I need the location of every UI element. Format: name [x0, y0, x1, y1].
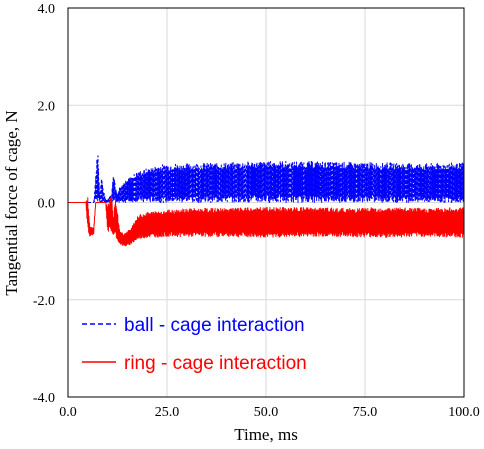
x-axis-title: Time, ms [234, 425, 298, 444]
x-tick-label: 50.0 [254, 405, 279, 420]
legend-item-ring: ring - cage interaction [82, 353, 307, 374]
x-tick-label: 25.0 [155, 405, 180, 420]
y-tick-label: 0.0 [38, 197, 56, 212]
series-line-ring [67, 195, 465, 247]
legend: ball - cage interaction ring - cage inte… [82, 315, 307, 374]
legend-label-ball: ball - cage interaction [124, 315, 305, 336]
y-tick-label: 2.0 [38, 99, 56, 114]
x-tick-label: 0.0 [59, 405, 77, 420]
series-line-ball [67, 155, 465, 203]
x-tick-label: 100.0 [448, 405, 480, 420]
y-tick-label: -2.0 [33, 294, 55, 309]
ticks: 0.0 25.0 50.0 75.0 100.0 4.0 2.0 0.0 -2.0 -4.0 [33, 2, 480, 420]
y-tick-label: -4.0 [33, 391, 55, 406]
legend-item-ball: ball - cage interaction [82, 315, 305, 336]
plot-series [67, 155, 465, 247]
legend-label-ring: ring - cage interaction [124, 353, 307, 374]
x-tick-label: 75.0 [353, 405, 378, 420]
y-tick-label: 4.0 [38, 2, 56, 17]
y-axis-title: Tangential force of cage, N [2, 110, 21, 295]
grid [68, 8, 464, 397]
plot-frame [67, 7, 465, 398]
